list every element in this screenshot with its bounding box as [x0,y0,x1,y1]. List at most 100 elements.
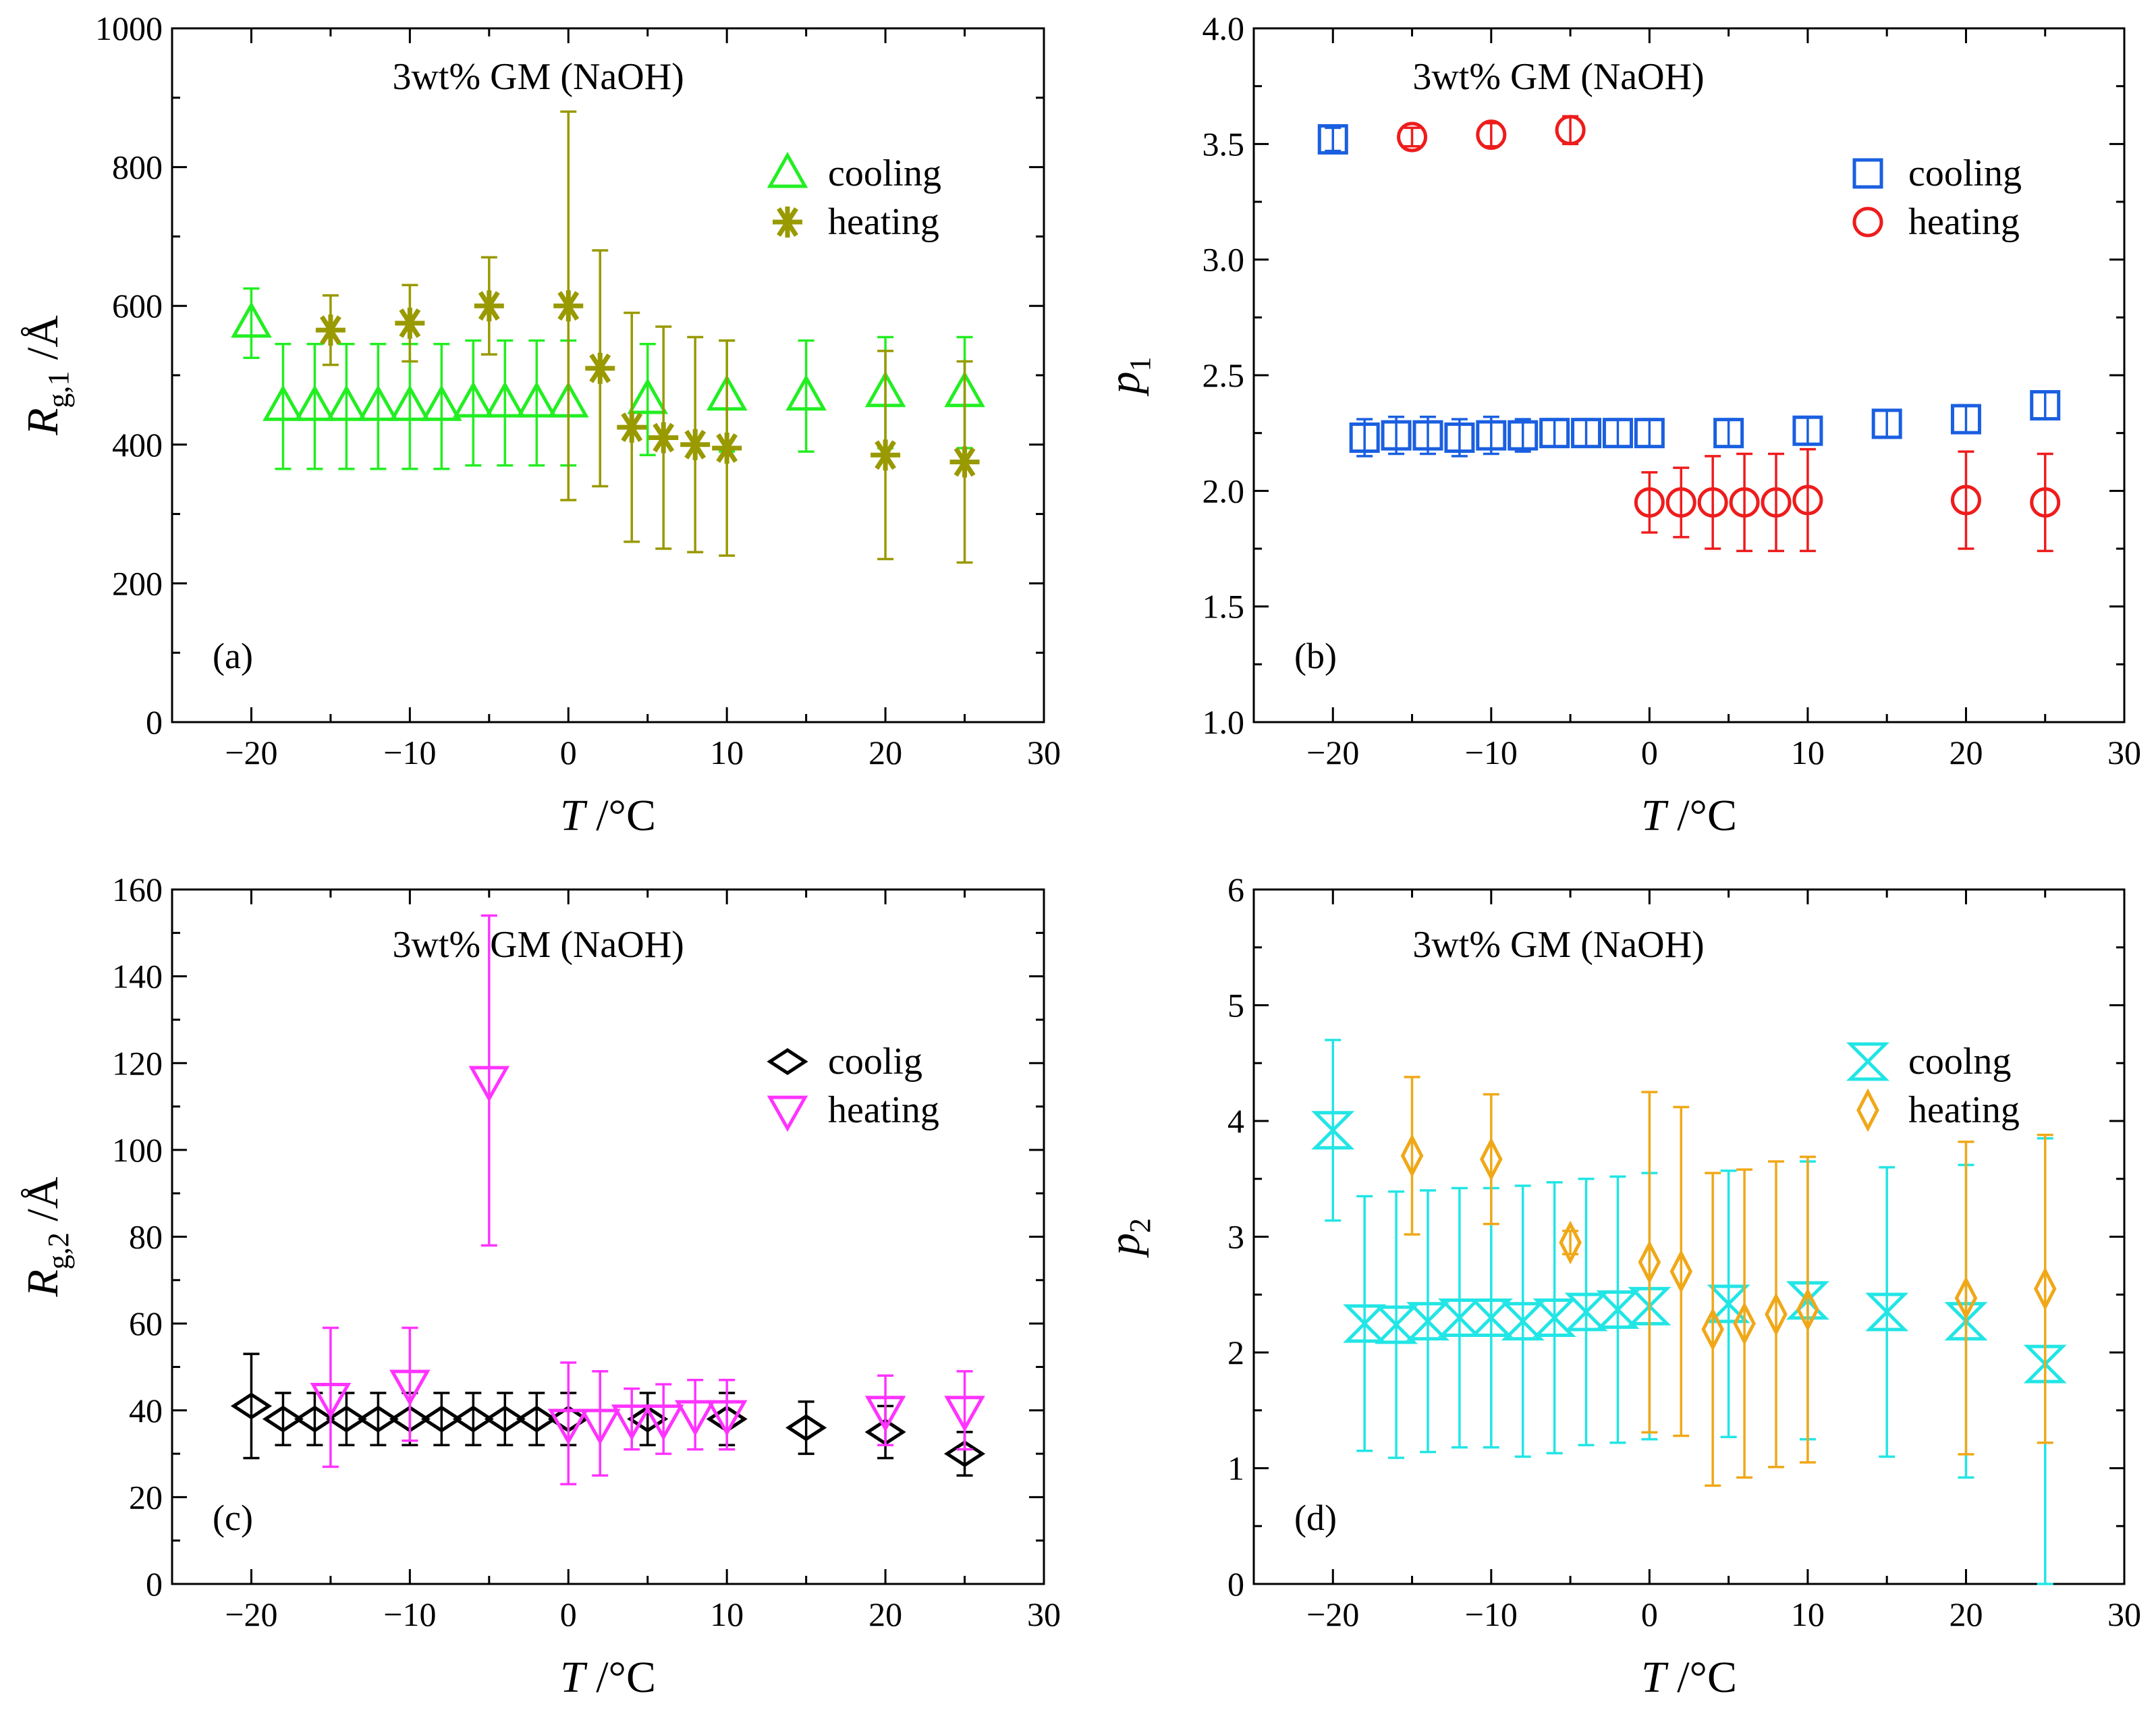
data-point [706,1405,748,1433]
panel-b: −20 −10 0 10 20 30 1.0 1.5 2.0 2.5 3.0 3.5 4.0 T /°C p… [1100,9,2141,840]
panel-b-legend-marker-1 [1852,207,1883,238]
panel-a-legend-label-0: cooling [828,153,941,194]
data-point [1444,422,1475,454]
panel-d-label: (d) [1294,1498,1337,1538]
panel-d-xtick-label: −10 [1465,1595,1518,1633]
panel-c-ytick-label: 80 [129,1218,163,1256]
panel-c-legend-marker-0 [767,1048,808,1075]
panel-b-ytick-label: 3.0 [1203,241,1245,279]
data-point [1375,1305,1418,1344]
panel-c-ytick-label: 120 [112,1044,163,1082]
panel-a-ytick-label: 800 [112,148,163,186]
panel-b-xaxis-title: T /°C [1641,791,1737,840]
panel-c-label: (c) [213,1498,253,1538]
panel-a-ytick-label: 600 [112,287,163,325]
data-point [680,429,711,460]
panel-a-ytick-label: 400 [112,426,163,464]
data-point [1406,1302,1450,1341]
panel-a-series-1 [315,110,980,564]
panel-d-series-1 [1400,1076,2057,1487]
data-point [1871,408,1902,439]
panel-d-ytick-label: 2 [1227,1334,1244,1371]
panel-a-yaxis-title: Rg,1 /Å [18,315,75,436]
panel-b-series-0 [1317,124,2061,458]
yaxis-var: R [18,408,67,436]
data-point [1865,1292,1909,1332]
data-point [1400,1134,1424,1178]
panel-a-ytick-label: 0 [146,703,163,741]
yaxis-unit: /Å [18,1176,67,1232]
panel-d-ytick-label: 0 [1227,1565,1244,1603]
data-point [2030,390,2061,421]
panel-b-xtick-label: −20 [1306,734,1359,771]
data-point [294,1405,335,1433]
data-point [1697,487,1728,518]
data-point [642,1404,684,1441]
panel-d-ytick-label: 1 [1227,1450,1244,1487]
data-point [231,301,272,338]
panel-a-ytick-label: 200 [112,564,163,602]
yaxis-var: p [1100,1233,1149,1258]
data-point [485,381,526,418]
data-point [2033,1267,2057,1311]
data-point [1476,420,1507,451]
panel-c-ytick-label: 0 [146,1565,163,1603]
panel-a-xtick-label: −20 [225,734,277,771]
xaxis-var: T [1641,1653,1669,1702]
panel-c-xtick-label: −20 [225,1595,277,1633]
data-point [1669,1249,1693,1294]
data-point [484,1405,526,1433]
data-point [627,377,669,414]
panel-b-ytick-label: 2.0 [1203,472,1245,510]
data-point [627,1405,669,1433]
data-point [326,385,367,421]
data-point [1508,420,1539,451]
panel-b-ytick-label: 1.5 [1203,588,1245,626]
panel-c-title: 3wt% GM (NaOH) [392,924,684,966]
data-point [1564,1292,1608,1332]
data-point [474,290,504,322]
data-point [1437,1298,1481,1338]
panel-d-xtick-label: 30 [2107,1595,2141,1633]
data-point [1311,1111,1355,1150]
data-point [358,385,399,421]
xaxis-unit: /°C [1666,791,1737,840]
data-point [712,432,742,464]
panel-c-ytick-label: 160 [112,871,163,908]
panel-b-series-1 [1397,115,2061,553]
xaxis-unit: /°C [585,791,656,840]
data-point [944,1396,985,1432]
panel-b-xtick-label: 10 [1791,734,1825,771]
data-point [1761,487,1792,518]
panel-a-xtick-label: 20 [868,734,902,771]
panel-d-xaxis-title: T /°C [1641,1653,1737,1702]
data-point [1317,124,1348,155]
data-point [310,1382,352,1419]
data-point [864,1396,906,1432]
data-point [389,385,431,421]
data-point [785,374,827,411]
data-point [1634,418,1665,449]
panel-d-xtick-label: −20 [1306,1595,1359,1633]
data-point [674,1400,716,1437]
data-point [516,381,557,418]
panel-d-ytick-label: 4 [1227,1102,1244,1140]
data-point [547,1408,589,1446]
panel-a-xtick-label: 0 [560,734,577,771]
panel-d-title: 3wt% GM (NaOH) [1412,924,1704,966]
data-point [1796,1288,1819,1332]
panel-c-ytick-label: 20 [129,1478,163,1516]
data-point [1954,1276,1978,1320]
panel-a-legend-marker-1 [773,207,802,238]
panel-a-xtick-label: −10 [383,734,436,771]
data-point [1596,1290,1640,1330]
panel-b-title: 3wt% GM (NaOH) [1412,56,1704,98]
data-point [2023,1344,2067,1384]
data-point [785,1414,827,1442]
data-point [1950,404,1981,435]
data-point [453,381,494,418]
data-point [1469,1298,1513,1338]
panel-c-ytick-label: 40 [129,1392,163,1429]
panel-d-yaxis-title: p2 [1100,1218,1157,1258]
panel-b-label: (b) [1294,636,1337,676]
